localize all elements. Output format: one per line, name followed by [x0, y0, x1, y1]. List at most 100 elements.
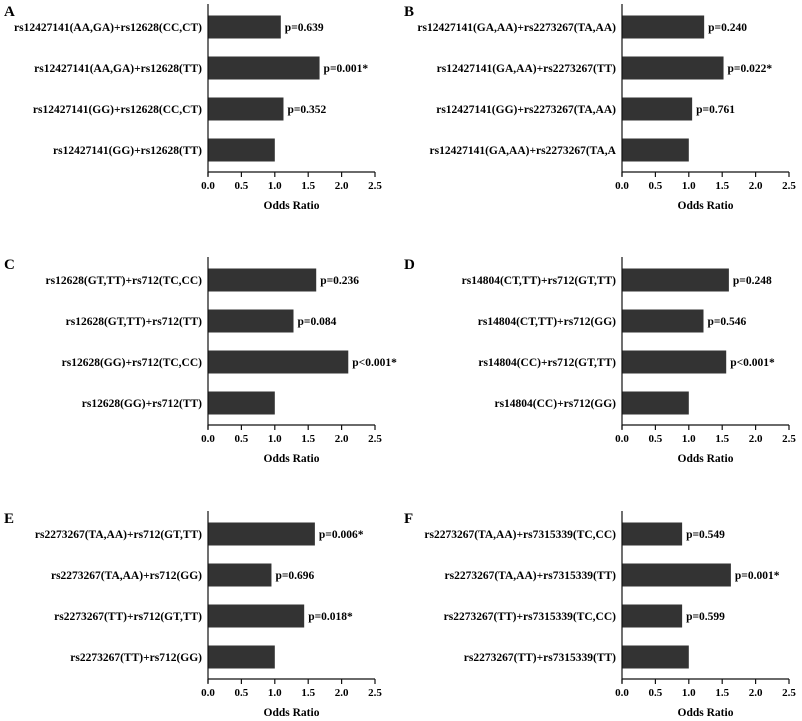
- bar-e-3: [208, 604, 305, 628]
- p-value-label-f-3: p=0.599: [686, 611, 725, 623]
- x-tick-label-d-5: 2.0: [749, 433, 763, 445]
- category-label-a-2: rs12427141(AA,GA)+rs12628(TT): [34, 63, 202, 75]
- x-tick-label-a-1: 0.0: [201, 180, 215, 192]
- p-value-label-a-2: p=0.001*: [324, 63, 369, 75]
- x-tick-label-b-5: 2.0: [749, 180, 763, 192]
- panel-letter-c: C: [4, 257, 15, 273]
- p-value-label-b-2: p=0.022*: [728, 63, 773, 75]
- x-tick-label-a-5: 2.0: [335, 180, 349, 192]
- category-label-c-3: rs12628(GG)+rs712(TC,CC): [62, 357, 203, 369]
- p-value-label-d-3: p<0.001*: [730, 357, 775, 369]
- x-axis-title-f: Odds Ratio: [678, 707, 734, 719]
- x-tick-label-c-6: 2.5: [368, 433, 382, 445]
- bar-b-3: [622, 97, 693, 121]
- p-value-label-f-1: p=0.549: [686, 529, 725, 541]
- x-tick-label-d-1: 0.0: [615, 433, 629, 445]
- x-axis-title-b: Odds Ratio: [678, 200, 734, 212]
- p-value-label-e-2: p=0.696: [275, 570, 314, 582]
- bar-f-4: [622, 645, 689, 669]
- category-label-d-3: rs14804(CC)+rs712(GT,TT): [478, 357, 616, 369]
- x-tick-label-d-3: 1.0: [682, 433, 696, 445]
- category-label-b-4: rs12427141(GA,AA)+rs2273267(TA,A: [430, 145, 617, 157]
- p-value-label-e-3: p=0.018*: [308, 611, 353, 623]
- bar-e-4: [208, 645, 275, 669]
- x-tick-label-c-4: 1.5: [301, 433, 315, 445]
- bar-c-1: [208, 268, 317, 292]
- category-label-d-1: rs14804(CT,TT)+rs712(GT,TT): [462, 275, 617, 287]
- category-label-b-2: rs12427141(GA,AA)+rs2273267(TT): [437, 63, 617, 75]
- category-label-f-4: rs2273267(TT)+rs7315339(TT): [464, 652, 616, 664]
- bar-f-1: [622, 522, 683, 546]
- category-label-c-2: rs12628(GT,TT)+rs712(TT): [66, 316, 203, 328]
- p-value-label-c-2: p=0.084: [298, 316, 337, 328]
- x-tick-label-e-2: 0.5: [235, 687, 249, 699]
- x-tick-label-b-3: 1.0: [682, 180, 696, 192]
- category-label-e-2: rs2273267(TA,AA)+rs712(GG): [51, 570, 202, 582]
- category-label-f-3: rs2273267(TT)+rs7315339(TC,CC): [444, 611, 617, 623]
- panel-letter-e: E: [4, 511, 14, 527]
- panel-letter-b: B: [404, 4, 414, 20]
- x-tick-label-e-4: 1.5: [301, 687, 315, 699]
- x-tick-label-b-4: 1.5: [715, 180, 729, 192]
- p-value-label-c-3: p<0.001*: [352, 357, 397, 369]
- p-value-label-b-3: p=0.761: [696, 104, 735, 116]
- x-tick-label-c-3: 1.0: [268, 433, 282, 445]
- category-label-c-4: rs12628(GG)+rs712(TT): [82, 398, 202, 410]
- panel-letter-a: A: [4, 4, 15, 20]
- x-tick-label-f-4: 1.5: [715, 687, 729, 699]
- p-value-label-d-2: p=0.546: [707, 316, 746, 328]
- p-value-label-e-1: p=0.006*: [319, 529, 364, 541]
- x-tick-label-e-1: 0.0: [201, 687, 215, 699]
- bar-e-1: [208, 522, 315, 546]
- bar-d-1: [622, 268, 729, 292]
- panel-letter-d: D: [404, 257, 415, 273]
- bar-b-2: [622, 56, 724, 80]
- bar-f-3: [622, 604, 683, 628]
- x-tick-label-e-6: 2.5: [368, 687, 382, 699]
- x-tick-label-a-6: 2.5: [368, 180, 382, 192]
- p-value-label-d-1: p=0.248: [733, 275, 772, 287]
- category-label-f-1: rs2273267(TA,AA)+rs7315339(TC,CC): [424, 529, 616, 541]
- bar-b-1: [622, 15, 705, 39]
- x-tick-label-e-5: 2.0: [335, 687, 349, 699]
- p-value-label-f-2: p=0.001*: [735, 570, 780, 582]
- x-axis-title-c: Odds Ratio: [264, 453, 320, 465]
- bar-f-2: [622, 563, 731, 587]
- category-label-a-4: rs12427141(GG)+rs12628(TT): [53, 145, 202, 157]
- x-tick-label-d-6: 2.5: [782, 433, 796, 445]
- bar-c-3: [208, 350, 349, 374]
- x-tick-label-c-2: 0.5: [235, 433, 249, 445]
- x-tick-label-a-4: 1.5: [301, 180, 315, 192]
- category-label-b-1: rs12427141(GA,AA)+rs2273267(TA,AA): [417, 22, 616, 34]
- x-tick-label-f-5: 2.0: [749, 687, 763, 699]
- panel-letter-f: F: [404, 511, 413, 527]
- category-label-d-4: rs14804(CC)+rs712(GG): [494, 398, 616, 410]
- category-label-e-1: rs2273267(TA,AA)+rs712(GT,TT): [35, 529, 202, 541]
- x-tick-label-b-2: 0.5: [649, 180, 663, 192]
- bar-b-4: [622, 138, 689, 162]
- x-tick-label-f-1: 0.0: [615, 687, 629, 699]
- x-tick-label-b-1: 0.0: [615, 180, 629, 192]
- x-tick-label-f-6: 2.5: [782, 687, 796, 699]
- category-label-a-1: rs12427141(AA,GA)+rs12628(CC,CT): [14, 22, 202, 34]
- bar-a-2: [208, 56, 320, 80]
- bar-a-3: [208, 97, 284, 121]
- p-value-label-a-1: p=0.639: [285, 22, 324, 34]
- category-label-a-3: rs12427141(GG)+rs12628(CC,CT): [33, 104, 202, 116]
- x-tick-label-d-2: 0.5: [649, 433, 663, 445]
- p-value-label-c-1: p=0.236: [320, 275, 359, 287]
- bar-a-4: [208, 138, 275, 162]
- category-label-b-3: rs12427141(GG)+rs2273267(TA,AA): [436, 104, 616, 116]
- x-tick-label-f-3: 1.0: [682, 687, 696, 699]
- bar-c-2: [208, 309, 294, 333]
- category-label-c-1: rs12628(GT,TT)+rs712(TC,CC): [46, 275, 203, 287]
- x-tick-label-e-3: 1.0: [268, 687, 282, 699]
- bar-c-4: [208, 391, 275, 415]
- x-axis-title-a: Odds Ratio: [264, 200, 320, 212]
- x-tick-label-f-2: 0.5: [649, 687, 663, 699]
- x-tick-label-d-4: 1.5: [715, 433, 729, 445]
- x-tick-label-c-1: 0.0: [201, 433, 215, 445]
- category-label-f-2: rs2273267(TA,AA)+rs7315339(TT): [445, 570, 617, 582]
- p-value-label-b-1: p=0.240: [708, 22, 747, 34]
